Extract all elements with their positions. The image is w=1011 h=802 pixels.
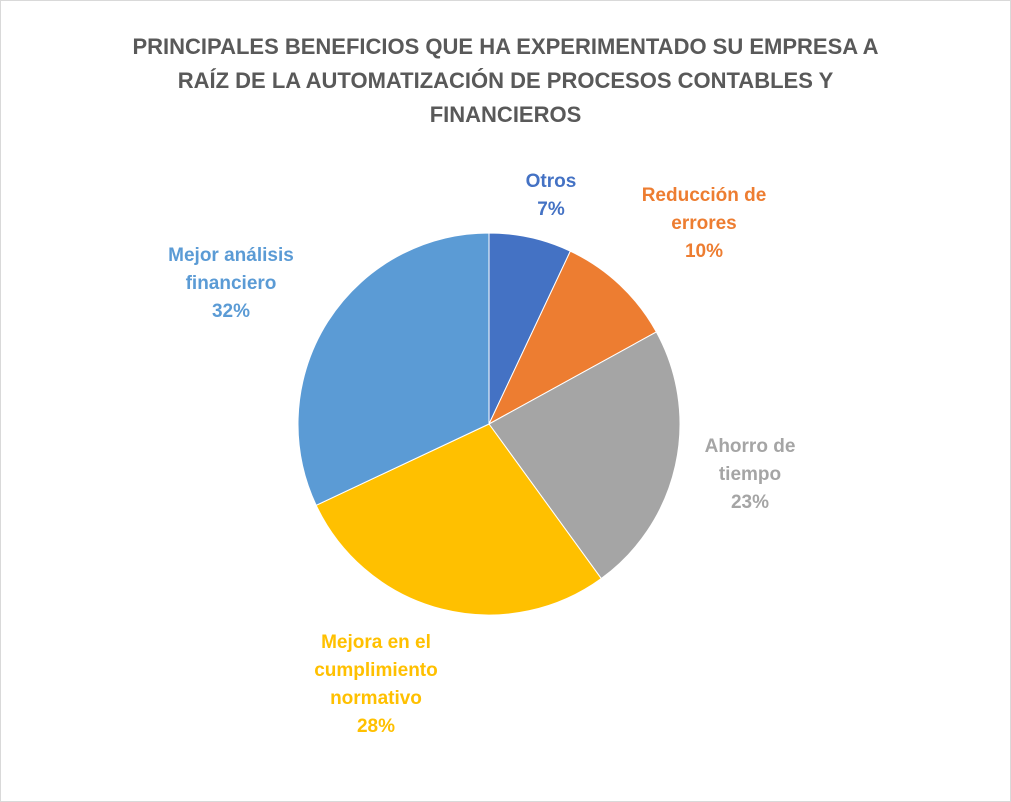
value-label: 32% (211, 301, 251, 322)
value-label: 28% (356, 716, 396, 737)
value-label: 10% (684, 241, 724, 262)
data-label: Mejora en el cumplimiento normativo 28% (291, 629, 461, 741)
data-label: Mejor análisis financiero 32% (141, 242, 321, 326)
data-label: Reducción de errores 10% (619, 182, 789, 266)
value-label: 23% (730, 492, 770, 513)
category-label: Ahorro de tiempo (704, 436, 796, 485)
category-label: Otros (525, 171, 577, 192)
data-label: Otros 7% (491, 168, 611, 224)
chart-title: PRINCIPALES BENEFICIOS QUE HA EXPERIMENT… (132, 34, 879, 127)
pie-slice (315, 423, 602, 616)
pie-slice (487, 250, 658, 426)
category-label: Mejor análisis financiero (168, 245, 294, 294)
category-label: Mejora en el cumplimiento normativo (314, 632, 438, 709)
pie-slice (488, 331, 681, 580)
data-label: Ahorro de tiempo 23% (685, 433, 815, 517)
value-label: 7% (537, 199, 565, 220)
category-label: Reducción de errores (641, 185, 767, 234)
pie-slice (297, 232, 490, 506)
